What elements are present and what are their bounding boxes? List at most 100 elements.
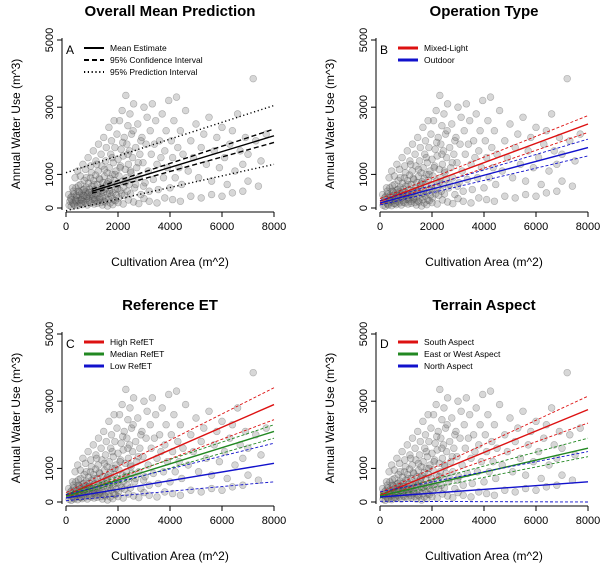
y-tick-label: 5000 xyxy=(44,322,56,346)
data-point xyxy=(233,404,242,412)
data-point xyxy=(414,165,423,174)
data-point xyxy=(64,484,73,493)
ci-lower-line xyxy=(379,131,589,205)
data-point xyxy=(102,437,111,446)
data-point xyxy=(80,470,88,479)
data-point xyxy=(71,195,79,203)
data-point xyxy=(429,410,438,419)
data-point xyxy=(467,199,475,207)
data-point xyxy=(95,174,103,183)
data-point xyxy=(66,194,75,202)
series-lines xyxy=(65,387,275,502)
data-point xyxy=(71,174,79,182)
data-point xyxy=(131,180,140,189)
x-tick-label: 6000 xyxy=(524,221,548,233)
x-tick-label: 8000 xyxy=(262,515,286,527)
x-axis-label: Cultivation Area (m^2) xyxy=(111,549,229,563)
data-point xyxy=(423,452,432,461)
data-point xyxy=(109,158,118,167)
panel-letter: C xyxy=(66,337,75,351)
data-point xyxy=(490,127,499,135)
data-point xyxy=(239,187,247,195)
data-point xyxy=(480,478,488,486)
data-point xyxy=(409,174,417,183)
ci-upper-line xyxy=(65,424,275,495)
data-point xyxy=(428,198,436,207)
data-point xyxy=(82,183,90,191)
data-point xyxy=(135,493,143,502)
data-point xyxy=(157,153,165,162)
ci-upper-line xyxy=(379,138,589,202)
x-tick-label: 6000 xyxy=(210,221,234,233)
data-point xyxy=(95,468,103,477)
data-point xyxy=(490,197,499,205)
data-point xyxy=(415,157,424,165)
data-point xyxy=(398,473,407,481)
data-point xyxy=(88,182,96,190)
data-point xyxy=(511,194,519,202)
data-point xyxy=(99,427,108,436)
data-point xyxy=(378,484,387,493)
data-point xyxy=(514,424,522,432)
data-point xyxy=(136,150,144,158)
data-point xyxy=(127,130,136,138)
data-point xyxy=(98,495,107,503)
data-point xyxy=(421,150,429,158)
y-tick-label: 3000 xyxy=(44,389,56,413)
data-point xyxy=(462,394,471,402)
data-point xyxy=(476,127,484,135)
data-point xyxy=(464,434,473,442)
data-point xyxy=(440,484,449,492)
data-point xyxy=(435,165,443,174)
data-point xyxy=(430,457,438,466)
data-point xyxy=(456,140,464,148)
data-point xyxy=(566,137,574,145)
data-point xyxy=(76,180,85,189)
data-point xyxy=(155,431,164,439)
data-point xyxy=(140,397,148,405)
data-point xyxy=(92,454,101,463)
data-point xyxy=(443,421,451,429)
data-point xyxy=(152,410,160,419)
data-point xyxy=(64,190,73,199)
x-tick-label: 4000 xyxy=(472,221,496,233)
data-point xyxy=(433,446,441,454)
data-point xyxy=(452,133,460,142)
data-point xyxy=(133,163,141,172)
series-lines xyxy=(65,104,275,212)
data-point xyxy=(129,100,138,108)
data-point xyxy=(149,175,158,184)
data-point xyxy=(451,190,459,199)
data-point xyxy=(457,113,465,121)
data-point xyxy=(422,153,430,162)
legend-entry: Mixed-Light xyxy=(424,43,469,53)
data-point xyxy=(82,174,90,182)
data-point xyxy=(398,447,406,456)
data-point xyxy=(437,140,445,148)
series-line xyxy=(91,135,275,192)
data-point xyxy=(390,474,399,483)
data-point xyxy=(110,196,118,204)
data-point xyxy=(94,434,103,442)
panel-letter: D xyxy=(380,337,389,351)
data-point xyxy=(405,465,414,473)
data-point xyxy=(162,127,170,135)
data-point xyxy=(547,404,556,412)
data-point xyxy=(93,180,101,189)
data-point xyxy=(241,427,250,436)
data-point xyxy=(122,385,130,394)
data-point xyxy=(430,163,438,172)
y-tick-label: 3000 xyxy=(44,95,56,119)
data-point xyxy=(86,468,95,476)
data-point xyxy=(413,427,422,436)
data-point xyxy=(550,147,558,155)
data-point xyxy=(223,474,231,483)
data-point xyxy=(105,417,113,426)
data-point xyxy=(545,167,553,175)
data-point xyxy=(111,170,119,179)
data-point xyxy=(194,468,203,476)
data-point xyxy=(116,186,124,195)
data-point xyxy=(472,404,480,412)
data-point xyxy=(102,194,110,202)
